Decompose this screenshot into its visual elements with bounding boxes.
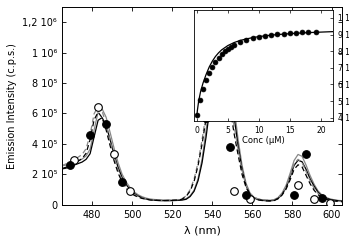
Y-axis label: Emission Intensity (c.p.s.): Emission Intensity (c.p.s.) (7, 43, 17, 169)
X-axis label: λ (nm): λ (nm) (184, 225, 221, 235)
X-axis label: Conc (μM): Conc (μM) (242, 136, 285, 145)
